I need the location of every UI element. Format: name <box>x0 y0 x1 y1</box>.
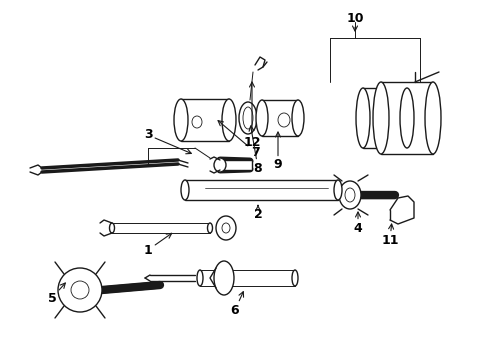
Ellipse shape <box>214 261 234 295</box>
Ellipse shape <box>345 188 355 202</box>
Bar <box>262 100 298 136</box>
Ellipse shape <box>243 107 253 129</box>
Ellipse shape <box>71 281 89 299</box>
Bar <box>200 270 295 286</box>
Bar <box>381 82 433 154</box>
Ellipse shape <box>400 88 414 148</box>
Ellipse shape <box>222 99 236 141</box>
Bar <box>181 99 229 141</box>
Text: 8: 8 <box>249 126 262 175</box>
Ellipse shape <box>339 181 361 209</box>
Ellipse shape <box>214 158 226 172</box>
Text: 12: 12 <box>243 82 261 148</box>
Ellipse shape <box>58 268 102 312</box>
Ellipse shape <box>207 223 213 233</box>
Ellipse shape <box>425 82 441 154</box>
Ellipse shape <box>216 216 236 240</box>
Ellipse shape <box>239 102 257 134</box>
Bar <box>185 180 338 200</box>
Bar <box>112 223 210 233</box>
Text: 2: 2 <box>254 206 262 221</box>
Text: 5: 5 <box>48 283 65 305</box>
Ellipse shape <box>373 82 389 154</box>
Ellipse shape <box>192 116 202 128</box>
Bar <box>363 88 407 148</box>
Ellipse shape <box>109 223 115 233</box>
Ellipse shape <box>278 113 290 127</box>
Ellipse shape <box>292 270 298 286</box>
Text: 7: 7 <box>218 121 259 158</box>
Ellipse shape <box>256 100 268 136</box>
Ellipse shape <box>292 100 304 136</box>
Ellipse shape <box>222 223 230 233</box>
Text: 1: 1 <box>144 233 172 256</box>
Text: 4: 4 <box>354 212 363 234</box>
Text: 11: 11 <box>381 224 399 247</box>
Ellipse shape <box>356 88 370 148</box>
Ellipse shape <box>174 99 188 141</box>
Text: 9: 9 <box>274 132 282 171</box>
Ellipse shape <box>334 180 342 200</box>
Text: 6: 6 <box>231 292 244 316</box>
Ellipse shape <box>197 270 203 286</box>
Bar <box>220 160 252 170</box>
Text: 10: 10 <box>346 12 364 31</box>
Text: 3: 3 <box>144 129 191 154</box>
Ellipse shape <box>181 180 189 200</box>
